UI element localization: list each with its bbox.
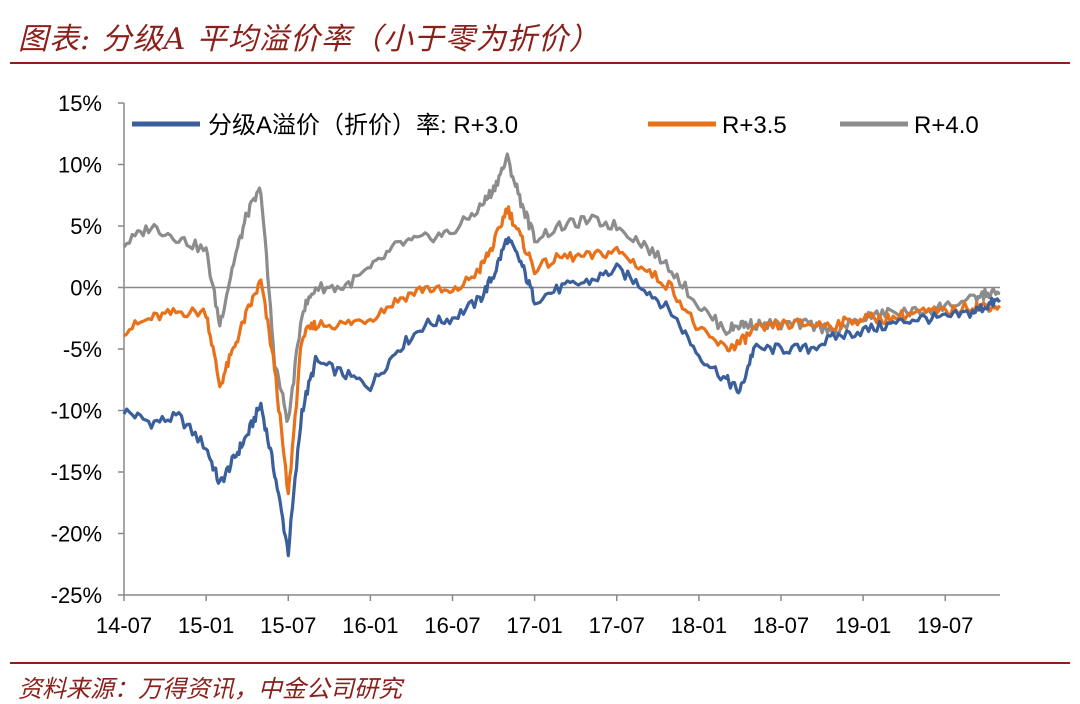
legend-label: R+4.0 [914, 112, 979, 139]
y-tick-label: -20% [51, 522, 102, 547]
series-line-R+3.5 [123, 205, 1002, 496]
y-tick-label: 5% [70, 214, 102, 239]
y-tick-label: -5% [63, 337, 102, 362]
series-line-R+3.0 [122, 236, 1002, 558]
y-axis: 15% 10% 5% 0% -5% -10% -15% -20% -25% [51, 91, 125, 608]
title-divider [10, 62, 1070, 64]
x-axis: 14-07 15-01 15-07 16-01 16-07 17-01 17-07 18-01… [96, 594, 1000, 638]
legend-label: 分级A溢价（折价）率: R+3.0 [208, 112, 518, 139]
x-tick-label: 15-01 [178, 613, 234, 638]
x-tick-label: 19-07 [917, 613, 973, 638]
x-tick-label: 17-01 [506, 613, 562, 638]
chart-title: 图表: 分级A 平均溢价率（小于零为折价） [18, 22, 600, 57]
y-tick-label: 10% [58, 153, 102, 178]
source-divider [10, 662, 1070, 664]
y-tick-label: -15% [51, 460, 102, 485]
legend-label: R+3.5 [722, 112, 787, 139]
legend: 分级A溢价（折价）率: R+3.0 R+3.5 R+4.0 [132, 112, 979, 139]
x-tick-label: 15-07 [260, 613, 316, 638]
x-tick-label: 16-01 [342, 613, 398, 638]
y-tick-label: -10% [51, 399, 102, 424]
source-note: 资料来源：万得资讯，中金公司研究 [18, 675, 402, 703]
x-tick-label: 17-07 [589, 613, 645, 638]
x-tick-label: 16-07 [424, 613, 480, 638]
y-tick-label: 15% [58, 91, 102, 116]
y-tick-label: 0% [70, 276, 102, 301]
series-line-R+4.0 [122, 152, 1001, 423]
y-tick-label: -25% [51, 583, 102, 608]
x-tick-label: 18-01 [671, 613, 727, 638]
x-tick-label: 19-01 [835, 613, 891, 638]
x-tick-label: 18-07 [753, 613, 809, 638]
series-lines [122, 152, 1002, 558]
x-tick-label: 14-07 [96, 613, 152, 638]
